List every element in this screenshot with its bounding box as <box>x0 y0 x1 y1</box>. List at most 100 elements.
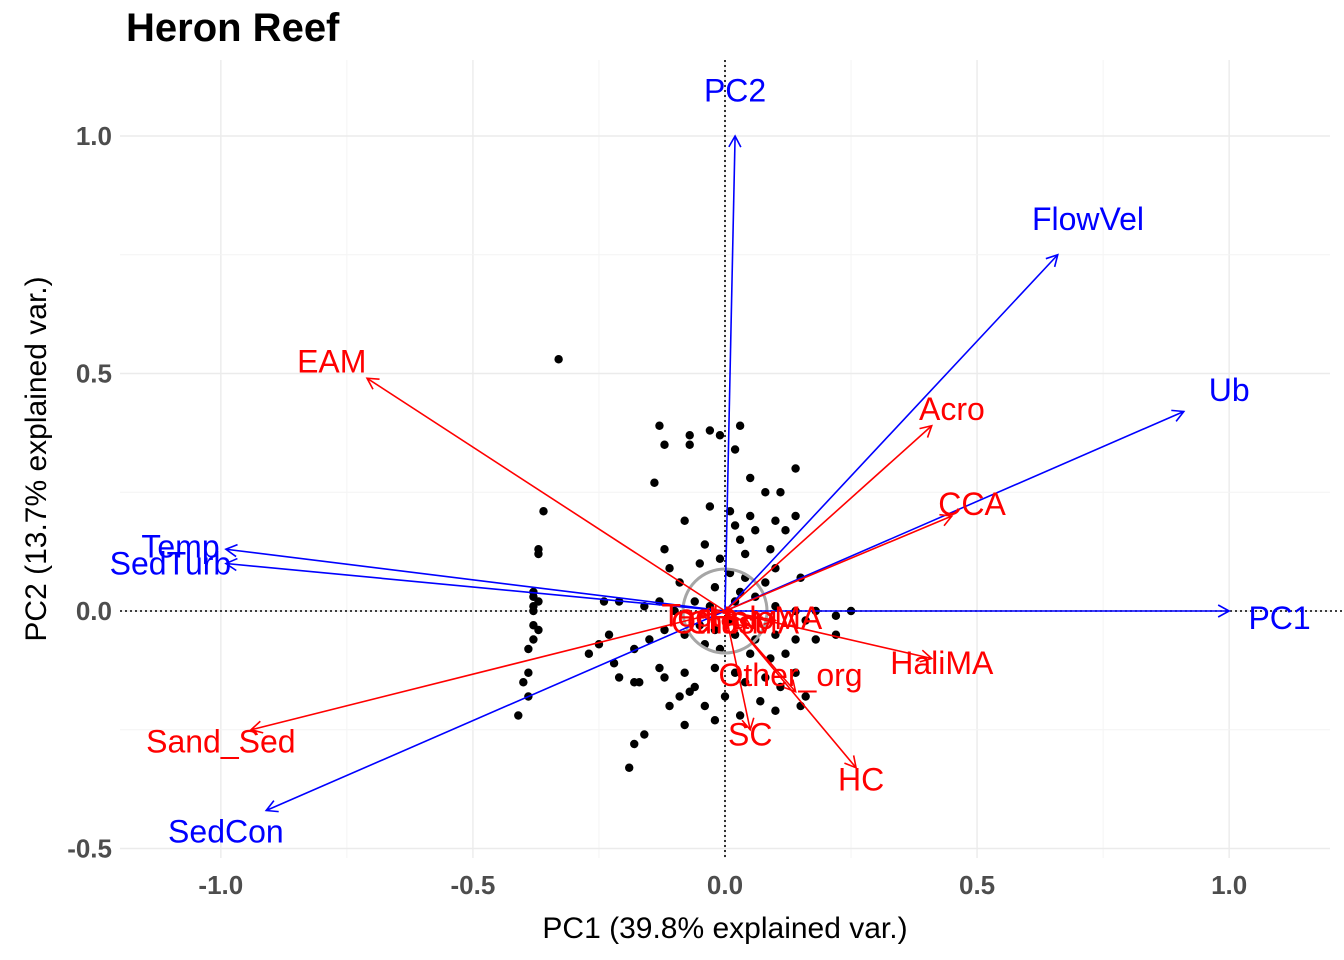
data-point <box>665 701 674 711</box>
data-point <box>710 625 720 635</box>
axis-ticks: -1.0 -0.5 0.0 0.5 1.0 -0.5 0.0 0.5 1.0 <box>67 121 1247 900</box>
vector-acro <box>724 424 933 612</box>
vector-temp <box>224 543 726 612</box>
vector-other-org <box>724 610 797 694</box>
data-point <box>635 678 644 687</box>
data-point <box>751 526 760 535</box>
data-point <box>801 692 810 701</box>
chart-title: Heron Reef <box>126 6 340 50</box>
data-point <box>791 668 800 677</box>
data-point <box>771 630 780 639</box>
data-point <box>761 673 770 682</box>
vector-label-other-org: Other_org <box>719 657 863 693</box>
vector-label-flowvel: FlowVel <box>1032 201 1144 237</box>
data-point <box>781 526 790 535</box>
x-tick-label: 1.0 <box>1211 870 1247 900</box>
vector-label-hc: HC <box>838 761 884 797</box>
data-points <box>514 355 856 772</box>
x-tick-label: 0.5 <box>959 870 995 900</box>
y-tick-label: -0.5 <box>67 834 112 864</box>
data-point <box>660 673 669 682</box>
data-point <box>609 659 619 668</box>
data-point <box>776 682 785 692</box>
data-point <box>756 697 765 706</box>
vector-sc <box>724 610 755 732</box>
data-point <box>675 692 684 701</box>
data-point <box>514 711 523 720</box>
data-point <box>715 431 725 440</box>
data-point <box>685 440 694 449</box>
data-point <box>715 554 725 563</box>
x-tick-label: -1.0 <box>198 870 243 900</box>
data-point <box>771 516 780 525</box>
data-point <box>766 545 775 554</box>
data-point <box>524 668 533 677</box>
vector-label-sedturb: SedTurb <box>110 545 232 581</box>
vector-crust <box>722 608 737 622</box>
data-point <box>735 421 745 430</box>
data-point <box>771 564 780 573</box>
y-tick-label: 0.5 <box>76 359 112 389</box>
data-point <box>761 578 770 587</box>
data-point <box>746 649 755 658</box>
vector-sedturb <box>224 557 726 612</box>
vector-label-haloma: HaloMA <box>708 600 822 636</box>
vector-halima <box>724 610 934 663</box>
y-tick-label: 0.0 <box>76 596 112 626</box>
vector-sand-sed <box>249 610 726 734</box>
data-point <box>630 739 639 749</box>
data-point <box>640 730 649 739</box>
data-point <box>730 445 740 454</box>
y-axis-label: PC2 (13.7% explained var.) <box>20 276 53 641</box>
x-axis-label: PC1 (39.8% explained var.) <box>542 912 907 945</box>
data-point <box>539 507 548 516</box>
vector-label-acro: Acro <box>919 391 985 427</box>
data-point <box>685 431 694 440</box>
vector-flowvel <box>724 253 1059 612</box>
data-point <box>604 630 614 639</box>
grid-lines <box>120 60 1330 858</box>
vector-sedcon <box>264 610 726 813</box>
data-point <box>524 644 533 654</box>
vector-tecta <box>698 607 726 621</box>
vector-label-temp: Temp <box>141 529 219 565</box>
data-point <box>746 473 755 483</box>
data-point <box>680 668 689 677</box>
data-point <box>700 540 710 549</box>
vector-label-pc2: PC2 <box>704 73 766 109</box>
data-point <box>710 663 720 673</box>
data-point <box>665 564 674 573</box>
data-point <box>519 678 528 687</box>
vector-label-sand-sed: Sand_Sed <box>146 723 295 759</box>
data-point <box>801 616 810 625</box>
data-point <box>645 635 654 644</box>
loading-vectors <box>224 134 1231 813</box>
vector-pc2 <box>724 134 742 612</box>
data-point <box>680 630 689 639</box>
data-point <box>705 426 715 435</box>
data-point <box>660 440 669 449</box>
vector-label-crust: Crust <box>687 605 764 641</box>
data-point <box>781 649 790 658</box>
data-point <box>695 559 704 568</box>
data-point <box>740 678 750 687</box>
x-tick-label: -0.5 <box>451 870 496 900</box>
data-point <box>740 549 750 559</box>
data-point <box>730 630 740 639</box>
vector-eam <box>365 377 726 612</box>
data-point <box>735 535 745 544</box>
data-point <box>680 516 689 525</box>
data-point <box>811 635 820 644</box>
x-tick-label: 0.0 <box>707 870 743 900</box>
data-point <box>529 635 538 644</box>
vector-label-sedcon: SedCon <box>168 814 284 850</box>
vector-cca <box>724 513 954 612</box>
y-tick-label: 1.0 <box>76 121 112 151</box>
data-point <box>584 649 594 658</box>
data-point <box>776 488 785 497</box>
vector-label-eam: EAM <box>297 343 366 379</box>
data-point <box>700 701 710 711</box>
data-point <box>761 488 770 497</box>
data-point <box>650 478 659 487</box>
